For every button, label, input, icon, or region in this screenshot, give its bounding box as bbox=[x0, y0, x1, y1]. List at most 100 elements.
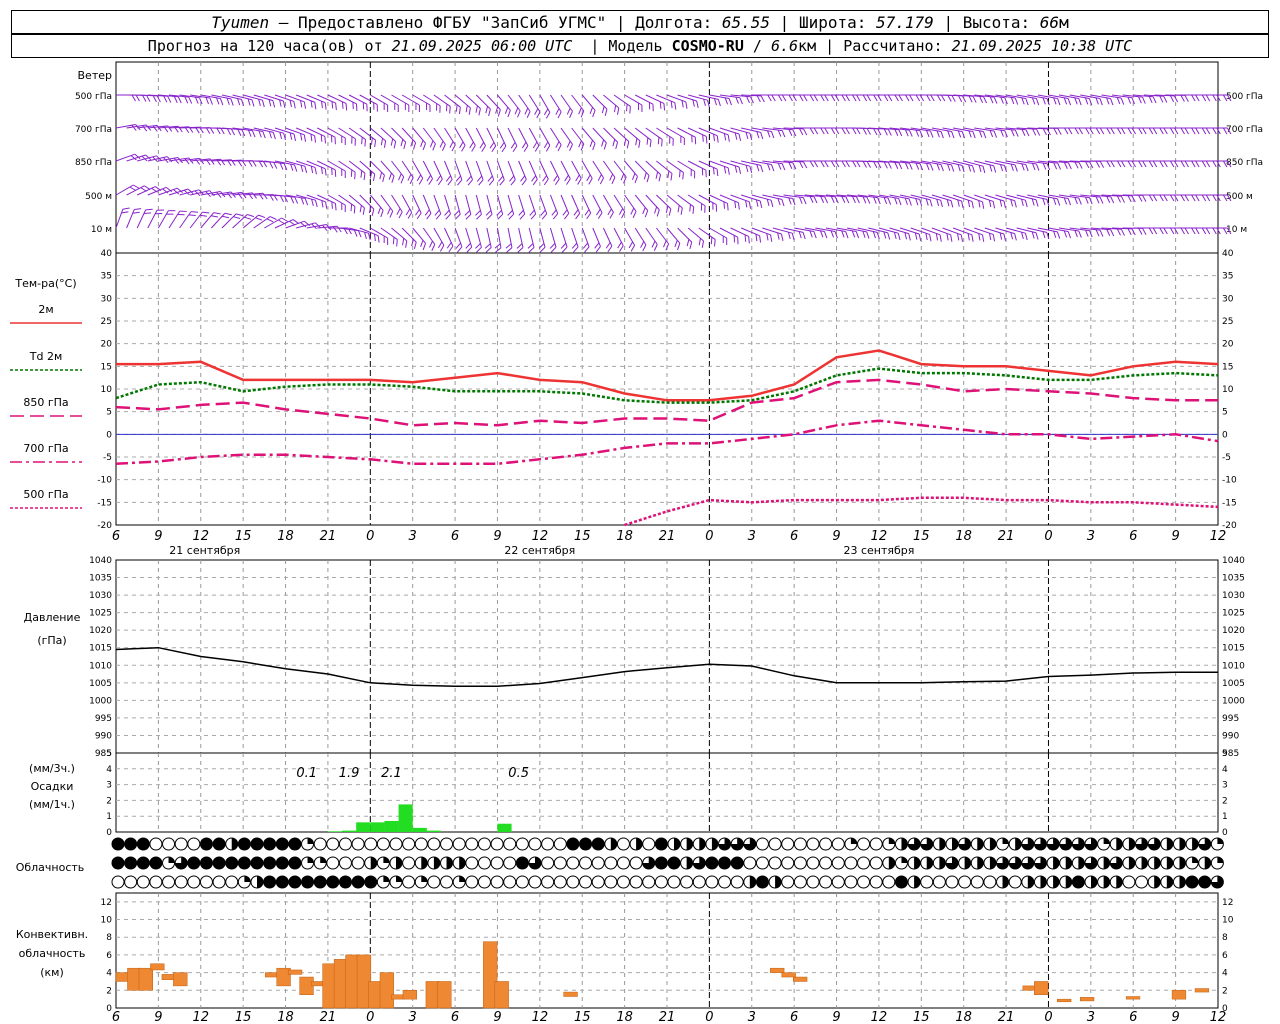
wind-barb-feather bbox=[905, 94, 910, 102]
wind-barb-feather bbox=[940, 164, 944, 172]
wind-barb-feather bbox=[479, 141, 485, 149]
wind-barb-feather bbox=[1089, 161, 1094, 169]
wind-barb-feather bbox=[152, 125, 158, 132]
wind-barb bbox=[741, 160, 764, 173]
wind-barb-feather bbox=[1191, 127, 1196, 135]
wind-barb-feather bbox=[780, 233, 784, 241]
wind-barb-feather bbox=[623, 176, 627, 184]
wind-barb bbox=[1112, 160, 1136, 168]
wind-barb-feather bbox=[320, 134, 323, 142]
wind-barb-feather bbox=[1106, 196, 1111, 203]
temp-series-0 bbox=[116, 349, 1219, 402]
wind-barb-feather bbox=[632, 173, 636, 181]
cloud-circle bbox=[111, 875, 125, 889]
wind-barb-feather bbox=[613, 105, 617, 113]
precip-bar bbox=[370, 822, 385, 832]
wind-barb bbox=[921, 227, 942, 242]
cloud-circle bbox=[806, 856, 820, 870]
wind-barb bbox=[952, 227, 974, 242]
wind-barb bbox=[1175, 194, 1200, 202]
conv-box bbox=[494, 981, 509, 1009]
wind-barb-feather bbox=[665, 205, 669, 213]
wind-barb-feather bbox=[129, 186, 137, 191]
cloud-symbol bbox=[477, 856, 491, 870]
wind-barb-feather bbox=[713, 98, 717, 106]
wind-barb-staff bbox=[624, 127, 641, 142]
wind-barb-feather bbox=[224, 212, 232, 216]
wind-barb-feather bbox=[919, 130, 924, 138]
wind-barb-feather bbox=[904, 232, 908, 240]
wind-barb-feather bbox=[237, 129, 242, 136]
wind-barb-staff bbox=[984, 127, 1005, 132]
wind-barb-feather bbox=[1078, 127, 1083, 135]
wind-barb bbox=[401, 194, 413, 219]
cloud-fill bbox=[257, 876, 263, 888]
wind-barb-feather bbox=[409, 177, 414, 185]
wind-barb bbox=[1111, 94, 1136, 105]
cloud-circle bbox=[945, 875, 959, 889]
wind-barb-feather bbox=[883, 94, 889, 102]
wind-barb-staff bbox=[518, 227, 524, 248]
cloud-symbol bbox=[541, 875, 555, 889]
wind-barb-feather bbox=[258, 160, 264, 168]
cloud-symbol bbox=[705, 837, 719, 851]
wind-barb-feather bbox=[659, 101, 662, 109]
wind-barb-feather bbox=[519, 213, 526, 220]
wind-barb-staff bbox=[497, 127, 507, 147]
cloud-symbol bbox=[1084, 837, 1098, 851]
wind-barb-feather bbox=[429, 140, 434, 148]
wind-barb bbox=[516, 227, 524, 253]
wind-barb-staff bbox=[783, 194, 804, 199]
wind-barb-feather bbox=[777, 129, 782, 137]
wind-barb bbox=[200, 94, 224, 106]
cloud-fill bbox=[307, 857, 314, 863]
wind-barb bbox=[900, 94, 925, 102]
wind-barb bbox=[741, 94, 765, 103]
cloud-circle bbox=[326, 837, 340, 851]
cloud-circle bbox=[831, 875, 845, 889]
wind-barb bbox=[1090, 227, 1115, 237]
pressure-panel-ytick-left: 985 bbox=[95, 749, 112, 759]
wind-barb-staff bbox=[507, 160, 516, 180]
wind-barb-feather bbox=[936, 130, 940, 138]
wind-barb-staff bbox=[666, 194, 683, 209]
cloud-fill bbox=[989, 838, 996, 850]
conv-box bbox=[1080, 997, 1095, 1002]
wind-barb-staff bbox=[475, 227, 482, 248]
wind-barb-staff bbox=[602, 227, 613, 247]
pressure-panel-ytick-right: 1005 bbox=[1222, 679, 1245, 689]
wind-barb-feather bbox=[1021, 232, 1024, 240]
wind-barb-staff bbox=[1090, 227, 1111, 231]
wind-barb bbox=[868, 160, 892, 169]
wind-barb-feather bbox=[402, 238, 405, 246]
wind-barb-feather bbox=[1131, 160, 1136, 168]
wind-barb-feather bbox=[1216, 127, 1221, 135]
wind-barb-staff bbox=[274, 194, 295, 198]
cloud-symbol bbox=[351, 856, 365, 870]
cloud-symbol bbox=[288, 837, 302, 851]
precip-bar bbox=[356, 822, 371, 832]
wind-barb bbox=[719, 160, 742, 174]
conv-box bbox=[770, 967, 785, 973]
wind-level-label-right: 500 м bbox=[1226, 192, 1253, 202]
wind-barb bbox=[762, 160, 786, 171]
wind-barb bbox=[1080, 194, 1104, 204]
wind-barb-feather bbox=[1046, 232, 1050, 240]
wind-barb-feather bbox=[936, 199, 940, 207]
wind-barb-feather bbox=[619, 245, 624, 252]
wind-barb-staff bbox=[889, 227, 909, 235]
cloud-circle bbox=[541, 856, 555, 870]
cloud-circle bbox=[755, 856, 769, 870]
wind-barb-feather bbox=[971, 234, 974, 242]
wind-barb bbox=[1048, 227, 1072, 239]
wind-barb bbox=[698, 194, 717, 212]
wind-barb-feather bbox=[435, 213, 442, 220]
wind-barb-feather bbox=[496, 210, 502, 216]
cloud-symbol bbox=[440, 837, 454, 851]
wind-barb-feather bbox=[766, 199, 770, 207]
temp-xtick: 15 bbox=[913, 529, 930, 544]
wind-barb bbox=[719, 194, 740, 210]
wind-barb bbox=[453, 194, 461, 220]
wind-barb bbox=[751, 127, 775, 139]
wind-barb-feather bbox=[521, 141, 527, 149]
